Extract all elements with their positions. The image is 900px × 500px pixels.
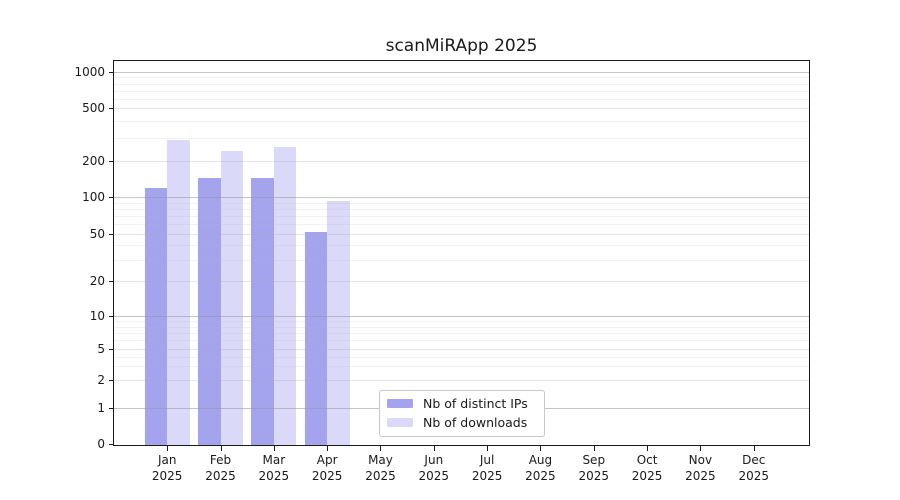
legend-label-downloads: Nb of downloads (423, 414, 528, 430)
x-tick-label-jan: Jan 2025 (151, 453, 183, 483)
x-tick-label-jul: Jul 2025 (471, 453, 503, 483)
x-tick-label-mar: Mar 2025 (258, 453, 290, 483)
x-tick-mark-jan (167, 446, 169, 451)
x-tick-mark-sep (593, 446, 595, 451)
y-gridline-minor (114, 340, 809, 342)
y-tick-label-2: 2 (97, 373, 105, 387)
y-gridline-minor (114, 98, 809, 100)
legend-swatch-downloads (387, 417, 413, 427)
y-tick-mark-100 (109, 197, 113, 198)
y-tick-mark-1000 (109, 72, 113, 73)
x-tick-label-apr: Apr 2025 (311, 453, 343, 483)
y-tick-label-20: 20 (89, 274, 105, 288)
y-gridline-minor (114, 202, 809, 204)
x-tick-mark-apr (327, 446, 329, 451)
x-tick-label-may: May 2025 (365, 453, 396, 483)
legend-label-distinct-ips: Nb of distinct IPs (423, 395, 528, 411)
y-tick-mark-10 (109, 316, 113, 317)
y-tick-label-5: 5 (97, 342, 105, 356)
x-tick-mark-jul (487, 446, 489, 451)
legend-swatch-distinct-ips (387, 398, 413, 408)
bar-distinct-ips-apr (304, 231, 328, 446)
y-gridline-minor (114, 366, 809, 368)
y-gridline-minor (114, 208, 809, 210)
bar-distinct-ips-feb (198, 177, 221, 446)
y-tick-label-50: 50 (89, 227, 105, 241)
y-tick-mark-200 (109, 161, 113, 162)
y-gridline-1000 (114, 72, 809, 73)
y-tick-mark-2 (109, 380, 113, 381)
x-tick-label-oct: Oct 2025 (631, 453, 663, 483)
x-tick-label-jun: Jun 2025 (418, 453, 450, 483)
bar-downloads-apr (327, 200, 350, 446)
y-tick-label-0: 0 (97, 437, 105, 451)
y-gridline-minor (114, 120, 809, 122)
bar-downloads-mar (273, 146, 297, 446)
y-gridline-500 (114, 108, 809, 109)
y-gridline-minor (114, 224, 809, 226)
y-gridline-minor (114, 356, 809, 358)
y-gridline-20 (114, 281, 809, 282)
chart-title: scanMiRApp 2025 (385, 36, 538, 56)
y-tick-label-500: 500 (82, 101, 105, 115)
x-tick-mark-oct (647, 446, 649, 451)
bar-distinct-ips-jan (144, 188, 168, 446)
y-tick-label-10: 10 (89, 309, 105, 323)
y-gridline-minor (114, 332, 809, 334)
legend-item-distinct-ips: Nb of distinct IPs (387, 395, 528, 411)
y-tick-mark-500 (109, 108, 113, 109)
x-tick-label-aug: Aug 2025 (525, 453, 556, 483)
y-tick-label-100: 100 (82, 190, 105, 204)
bar-downloads-feb (220, 150, 244, 446)
x-tick-label-sep: Sep 2025 (578, 453, 610, 483)
x-tick-label-feb: Feb 2025 (205, 453, 236, 483)
y-gridline-minor (114, 77, 809, 79)
x-tick-mark-feb (220, 446, 222, 451)
y-gridline-minor (114, 260, 809, 262)
y-gridline-minor (114, 321, 809, 323)
x-tick-mark-dec (753, 446, 755, 451)
plot-area (113, 60, 810, 446)
y-tick-mark-1 (109, 408, 113, 409)
bar-downloads-jan (167, 139, 190, 446)
y-gridline-50 (114, 234, 809, 235)
y-gridline-minor (114, 90, 809, 92)
x-tick-mark-nov (700, 446, 702, 451)
y-gridline-100 (114, 197, 809, 198)
y-gridline-10 (114, 316, 809, 317)
y-gridline-minor (114, 245, 809, 247)
y-tick-mark-5 (109, 349, 113, 350)
x-tick-label-dec: Dec 2025 (738, 453, 769, 483)
x-tick-mark-mar (273, 446, 275, 451)
y-gridline-5 (114, 349, 809, 350)
y-tick-mark-0 (109, 444, 113, 445)
x-tick-mark-aug (540, 446, 542, 451)
legend: Nb of distinct IPs Nb of downloads (379, 390, 545, 437)
y-gridline-minor (114, 216, 809, 218)
legend-item-downloads: Nb of downloads (387, 414, 528, 430)
y-tick-label-1000: 1000 (74, 65, 105, 79)
y-gridline-2 (114, 380, 809, 381)
y-tick-mark-50 (109, 234, 113, 235)
y-gridline-200 (114, 161, 809, 162)
y-gridline-minor (114, 83, 809, 85)
x-tick-label-nov: Nov 2025 (685, 453, 716, 483)
y-tick-label-1: 1 (97, 401, 105, 415)
bar-distinct-ips-mar (251, 178, 274, 446)
y-tick-mark-20 (109, 281, 113, 282)
y-gridline-minor (114, 137, 809, 139)
y-tick-label-200: 200 (82, 154, 105, 168)
x-tick-mark-may (380, 446, 382, 451)
y-gridline-minor (114, 326, 809, 328)
x-tick-mark-jun (433, 446, 435, 451)
